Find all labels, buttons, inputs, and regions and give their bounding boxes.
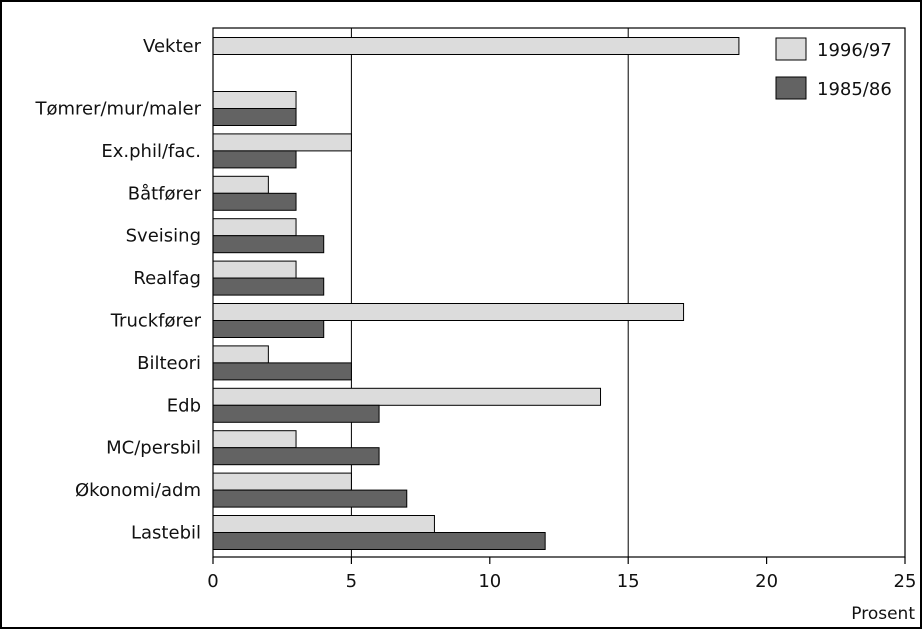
plot-area — [212, 27, 906, 558]
category-label: Edb — [167, 395, 201, 416]
category-label: Bilteori — [137, 353, 201, 374]
x-tick-label: 5 — [346, 571, 357, 592]
bar-1985-86 — [212, 404, 380, 423]
x-tick-label: 15 — [617, 571, 640, 592]
bar-1985-86 — [212, 532, 546, 550]
bar-1996-97 — [212, 515, 435, 533]
category-label: Lastebil — [131, 523, 201, 544]
bar-1985-86 — [212, 108, 297, 126]
bar-1996-97 — [212, 260, 297, 279]
x-tick-label: 0 — [207, 571, 218, 592]
bar-1985-86 — [212, 277, 325, 296]
category-label: Tømrer/mur/maler — [34, 99, 201, 120]
legend-label: 1985/86 — [817, 79, 892, 100]
category-label: Båtfører — [128, 183, 202, 204]
bar-1985-86 — [212, 362, 352, 381]
category-labels: Vekter Tømrer/mur/maler Ex.phil/fac. Båtfør… — [34, 36, 201, 544]
bar-1996-97 — [212, 430, 297, 449]
legend-label: 1996/97 — [817, 40, 892, 61]
category-label: Ex.phil/fac. — [101, 141, 201, 162]
bar-1985-86 — [212, 192, 297, 211]
category-label: Realfag — [133, 268, 201, 289]
bar-1985-86 — [212, 447, 380, 466]
category-label: Vekter — [143, 36, 202, 57]
x-tick-label: 25 — [894, 571, 917, 592]
bar-1996-97 — [212, 472, 352, 491]
bar-1985-86 — [212, 489, 408, 508]
grid-lines — [350, 28, 629, 557]
bar-1996-97 — [212, 133, 352, 152]
legend-swatch — [775, 37, 807, 61]
bars — [212, 37, 740, 550]
x-tick-label: 20 — [755, 571, 778, 592]
bar-1996-97 — [212, 387, 602, 406]
bar-1985-86 — [212, 235, 325, 254]
bar-1996-97 — [212, 218, 297, 237]
category-label: Økonomi/adm — [75, 480, 201, 501]
bar-1996-97 — [212, 345, 269, 364]
bar-1996-97 — [212, 37, 740, 55]
bar-1985-86 — [212, 320, 325, 338]
x-axis-label: Prosent — [851, 604, 915, 624]
bar-1985-86 — [212, 150, 297, 169]
category-label: Sveising — [126, 226, 201, 247]
x-tick-label: 10 — [478, 571, 501, 592]
bar-1996-97 — [212, 175, 269, 194]
legend-swatch — [775, 76, 807, 100]
category-label: Truckfører — [110, 311, 202, 332]
x-axis-ticks: 0 5 10 15 20 25 — [207, 557, 916, 592]
bar-1996-97 — [212, 91, 297, 109]
legend: 1996/97 1985/86 — [775, 37, 892, 100]
bar-1996-97 — [212, 303, 685, 321]
category-label: MC/persbil — [106, 438, 201, 459]
